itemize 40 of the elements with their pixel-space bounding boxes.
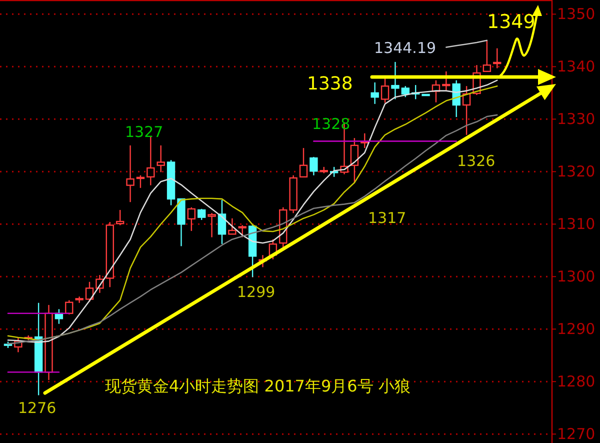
y-tick-label: 1350: [557, 5, 596, 24]
y-tick-label: 1280: [557, 372, 596, 391]
candlestick: [299, 147, 308, 178]
annotation: 1299: [237, 283, 276, 301]
y-tick-label: 1290: [557, 320, 596, 338]
candlestick: [401, 85, 410, 98]
text: 现货黄金4小时走势图 2017年9月6号 小狼: [105, 376, 410, 396]
candlestick: [116, 209, 124, 226]
y-tick-label: 1330: [557, 110, 596, 128]
candlestick: [156, 144, 165, 173]
candlestick: [380, 78, 390, 104]
candlestick: [370, 82, 379, 105]
candlestick: [218, 199, 226, 245]
candlestick: [85, 281, 94, 302]
y-tick-label: 1300: [557, 268, 596, 286]
candlestick: [391, 61, 400, 100]
candlestick: [65, 300, 74, 316]
y-tick-label: 1270: [557, 425, 596, 443]
candlestick: [198, 208, 206, 221]
annotation: 1317: [368, 209, 406, 227]
candlestick: [208, 212, 216, 238]
annotation: 1276: [18, 399, 56, 417]
candlestick: [493, 48, 502, 69]
candlestick: [350, 137, 359, 184]
annotation: 1349: [487, 11, 536, 33]
annotation: 1327: [125, 123, 164, 141]
candlestick: [187, 206, 196, 232]
y-tick-label: 1320: [557, 162, 596, 181]
candlestick: [482, 40, 492, 73]
annotation: 1338: [307, 74, 353, 94]
annotation: 1328: [312, 115, 350, 133]
annotation: 1344.19: [374, 39, 436, 57]
y-tick-label: 1310: [557, 215, 596, 234]
candlestick: [310, 156, 318, 176]
candlestick: [136, 174, 145, 189]
candlestick: [442, 70, 450, 91]
annotation: 1326: [457, 152, 496, 170]
candlestick: [228, 218, 236, 235]
y-tick-label: 1340: [557, 58, 596, 76]
candlestick: [126, 144, 134, 203]
